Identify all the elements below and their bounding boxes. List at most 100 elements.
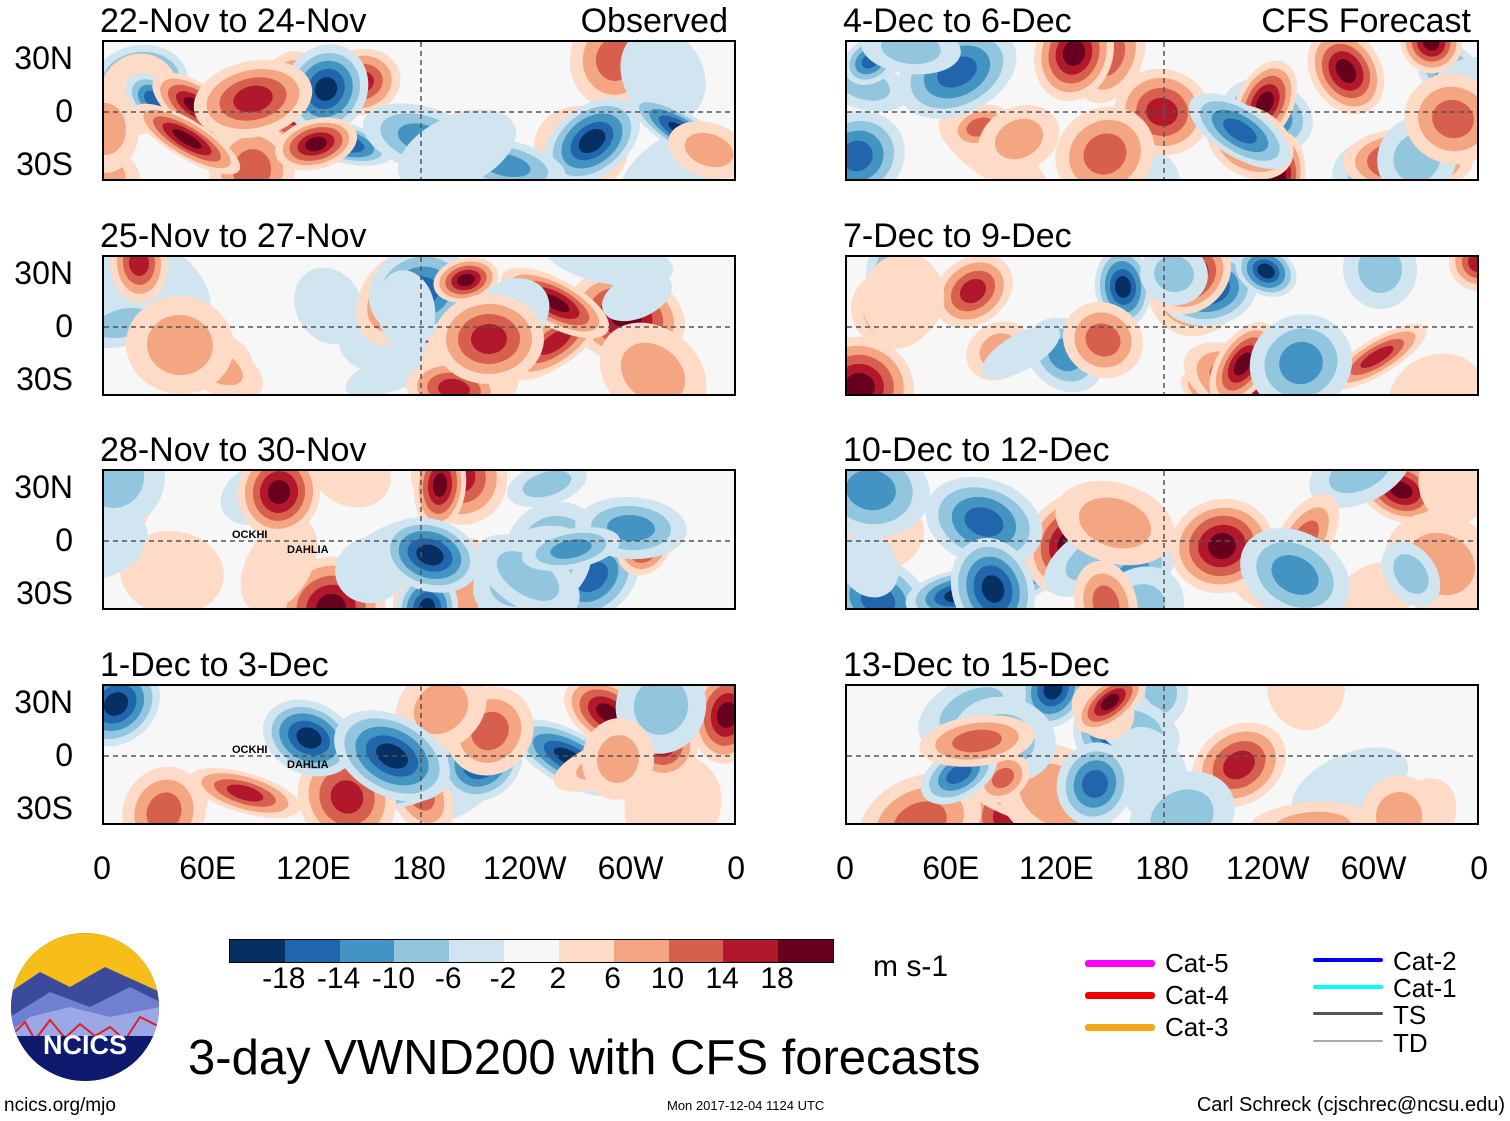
wind-anomaly-contour (128, 257, 150, 276)
wind-anomaly-contour (314, 77, 338, 101)
wind-anomaly-contour (413, 686, 469, 735)
wind-anomaly-contour (1273, 811, 1351, 823)
wind-anomaly-contour (847, 372, 875, 394)
colorbar-tick-label: -2 (489, 962, 517, 995)
wind-anomaly-contour (432, 473, 448, 497)
wind-anomaly-contour (1083, 133, 1127, 175)
legend-swatch (1313, 1012, 1383, 1015)
panel-title: 7-Dec to 9-Dec (843, 217, 1072, 255)
panel-title: 1-Dec to 3-Dec (100, 646, 329, 684)
wind-anomaly-contour (1393, 554, 1429, 594)
map-panel (845, 255, 1479, 396)
wind-anomaly-contour (1257, 263, 1275, 279)
wind-anomaly-contour (120, 530, 224, 608)
wind-anomaly-contour (1114, 276, 1132, 298)
wind-anomaly-contour (416, 544, 444, 566)
wind-anomaly-contour (684, 132, 734, 168)
wind-anomaly-contour (1208, 532, 1236, 560)
panel-title: 10-Dec to 12-Dec (843, 431, 1110, 469)
wind-anomaly-contour (104, 471, 144, 508)
wind-anomaly-contour (296, 727, 322, 749)
lon-label: 0 (727, 850, 746, 886)
lat-label: 0 (55, 308, 73, 344)
footer-timestamp: Mon 2017-12-04 1124 UTC (667, 1098, 825, 1113)
wind-anomaly-contour (1375, 792, 1423, 823)
wind-anomaly-contour (1144, 686, 1178, 714)
wind-anomaly-contour (946, 764, 972, 784)
lat-label: 30N (14, 469, 73, 505)
colorbar-swatch (339, 940, 395, 962)
legend-label: Cat-5 (1165, 948, 1229, 978)
wind-anomaly-contour (330, 780, 364, 814)
wind-anomaly-contour (847, 471, 896, 511)
wind-anomaly-contour (981, 325, 1061, 379)
wind-anomaly-contour (847, 532, 899, 598)
wind-anomaly-contour (981, 575, 1005, 603)
wind-anomaly-contour (1081, 770, 1109, 798)
lon-label: 180 (392, 850, 446, 886)
wind-anomaly-contour (1247, 801, 1377, 823)
colorbar-tick-label: -10 (371, 962, 416, 995)
wind-anomaly-contour (1357, 257, 1403, 293)
lon-label: 120E (1019, 850, 1094, 886)
colorbar-tick-label: -6 (434, 962, 462, 995)
wind-anomaly-contour (267, 480, 291, 504)
wind-anomaly-contour (959, 278, 987, 304)
lat-label: 30N (14, 684, 73, 720)
wind-anomaly-contour (994, 118, 1044, 160)
wind-anomaly-contour (104, 692, 129, 716)
colorbar-swatch (504, 940, 559, 962)
panel-title: 4-Dec to 6-Dec (843, 2, 1072, 40)
wind-anomaly-contour (1223, 750, 1255, 780)
wind-anomaly-contour (496, 551, 560, 601)
legend-label: Cat-2 (1393, 946, 1457, 976)
wind-anomaly-contour (633, 686, 689, 735)
wind-anomaly-contour (952, 729, 1002, 753)
colorbar-tick-label: 2 (549, 962, 567, 995)
wind-anomaly-contour (1043, 686, 1063, 700)
wind-anomaly-contour (624, 754, 722, 823)
colorbar-swatch (558, 940, 614, 962)
wind-anomaly-contour (550, 539, 592, 559)
wind-anomaly-contour (1468, 257, 1477, 272)
wind-anomaly-contour (233, 85, 273, 113)
wind-anomaly-contour (596, 735, 640, 783)
storm-label: OCKHI (232, 744, 268, 756)
colorbar-swatch (778, 940, 833, 962)
wind-anomaly-contour (1150, 789, 1214, 823)
legend-swatch (1085, 992, 1155, 999)
footer-author: Carl Schreck (cjschrec@ncsu.edu) (1196, 1094, 1505, 1116)
storm-label: OCKHI (232, 529, 268, 541)
panel-tag: CFS Forecast (1261, 2, 1471, 40)
logo-text: NCICS (43, 1030, 127, 1060)
map-panel (845, 40, 1479, 181)
footer-url[interactable]: ncics.org/mjo (4, 1095, 116, 1116)
storm-label: DAHLIA (287, 544, 329, 556)
colorbar-tick-label: 14 (705, 962, 739, 995)
wind-anomaly-contour (146, 792, 182, 823)
wind-anomaly-contour (1266, 686, 1346, 730)
wind-anomaly-contour (964, 507, 1004, 537)
wind-anomaly-contour (1154, 257, 1194, 293)
wind-anomaly-contour (578, 128, 606, 154)
wind-anomaly-contour (876, 787, 964, 823)
wind-anomaly-contour (1233, 352, 1253, 376)
wind-anomaly-contour (847, 140, 873, 172)
ncics-logo: NCICS (10, 932, 160, 1082)
wind-anomaly-contour (1085, 323, 1121, 357)
panel-title: 22-Nov to 24-Nov (100, 2, 367, 40)
colorbar-units: m s-1 (873, 950, 948, 983)
figure-title: 3-day VWND200 with CFS forecasts (188, 1031, 981, 1085)
map-panel (845, 469, 1479, 610)
lat-label: 0 (55, 522, 73, 558)
wind-anomaly-contour (172, 129, 202, 149)
wind-anomaly-contour (226, 784, 264, 802)
colorbar-swatch (394, 940, 450, 962)
wind-anomaly-contour (991, 767, 1015, 789)
map-panel (102, 469, 736, 610)
lat-label: 30S (16, 146, 73, 182)
map-panel (102, 40, 736, 181)
wind-anomaly-contour (457, 273, 475, 287)
wind-anomaly-contour (1062, 42, 1086, 66)
panel-tag: Observed (580, 2, 728, 40)
